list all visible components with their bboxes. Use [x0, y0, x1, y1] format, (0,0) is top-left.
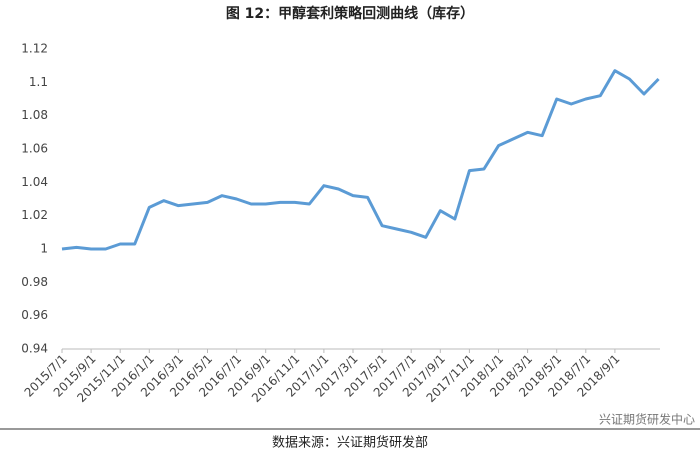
y-tick-label: 1.02	[21, 208, 48, 222]
y-tick-label: 0.96	[21, 308, 48, 322]
watermark: 兴证期货研发中心	[599, 412, 695, 427]
chart-title: 图 12：甲醇套利策略回测曲线（库存）	[226, 5, 474, 22]
y-tick-label: 1.12	[21, 42, 48, 56]
y-tick-label: 1.06	[21, 142, 48, 156]
y-tick-label: 1.08	[21, 108, 48, 122]
y-tick-label: 1	[40, 242, 48, 256]
y-tick-label: 0.98	[21, 275, 48, 289]
y-tick-label: 1.04	[21, 175, 48, 189]
y-tick-label: 1.1	[29, 75, 48, 89]
source: 数据来源：兴证期货研发部	[272, 435, 428, 451]
y-tick-label: 0.94	[21, 342, 48, 356]
line	[61, 69, 660, 251]
